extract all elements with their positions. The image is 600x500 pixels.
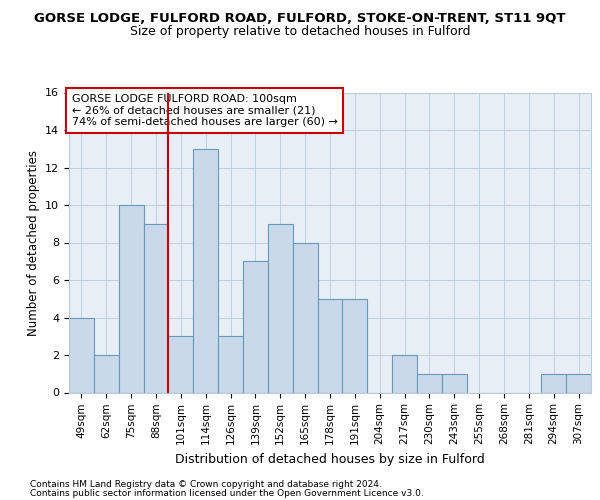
- Bar: [566, 374, 591, 392]
- Bar: [343, 298, 367, 392]
- Bar: [69, 318, 94, 392]
- Bar: [143, 224, 169, 392]
- Bar: [317, 298, 343, 392]
- X-axis label: Distribution of detached houses by size in Fulford: Distribution of detached houses by size …: [175, 452, 485, 466]
- Bar: [94, 355, 119, 393]
- Bar: [193, 149, 218, 392]
- Bar: [119, 205, 143, 392]
- Bar: [218, 336, 243, 392]
- Bar: [392, 355, 417, 393]
- Text: Contains public sector information licensed under the Open Government Licence v3: Contains public sector information licen…: [30, 489, 424, 498]
- Bar: [417, 374, 442, 392]
- Bar: [268, 224, 293, 392]
- Text: Size of property relative to detached houses in Fulford: Size of property relative to detached ho…: [130, 25, 470, 38]
- Bar: [169, 336, 193, 392]
- Bar: [243, 261, 268, 392]
- Text: GORSE LODGE, FULFORD ROAD, FULFORD, STOKE-ON-TRENT, ST11 9QT: GORSE LODGE, FULFORD ROAD, FULFORD, STOK…: [34, 12, 566, 26]
- Bar: [541, 374, 566, 392]
- Text: Contains HM Land Registry data © Crown copyright and database right 2024.: Contains HM Land Registry data © Crown c…: [30, 480, 382, 489]
- Text: GORSE LODGE FULFORD ROAD: 100sqm
← 26% of detached houses are smaller (21)
74% o: GORSE LODGE FULFORD ROAD: 100sqm ← 26% o…: [71, 94, 337, 127]
- Bar: [293, 242, 317, 392]
- Y-axis label: Number of detached properties: Number of detached properties: [26, 150, 40, 336]
- Bar: [442, 374, 467, 392]
